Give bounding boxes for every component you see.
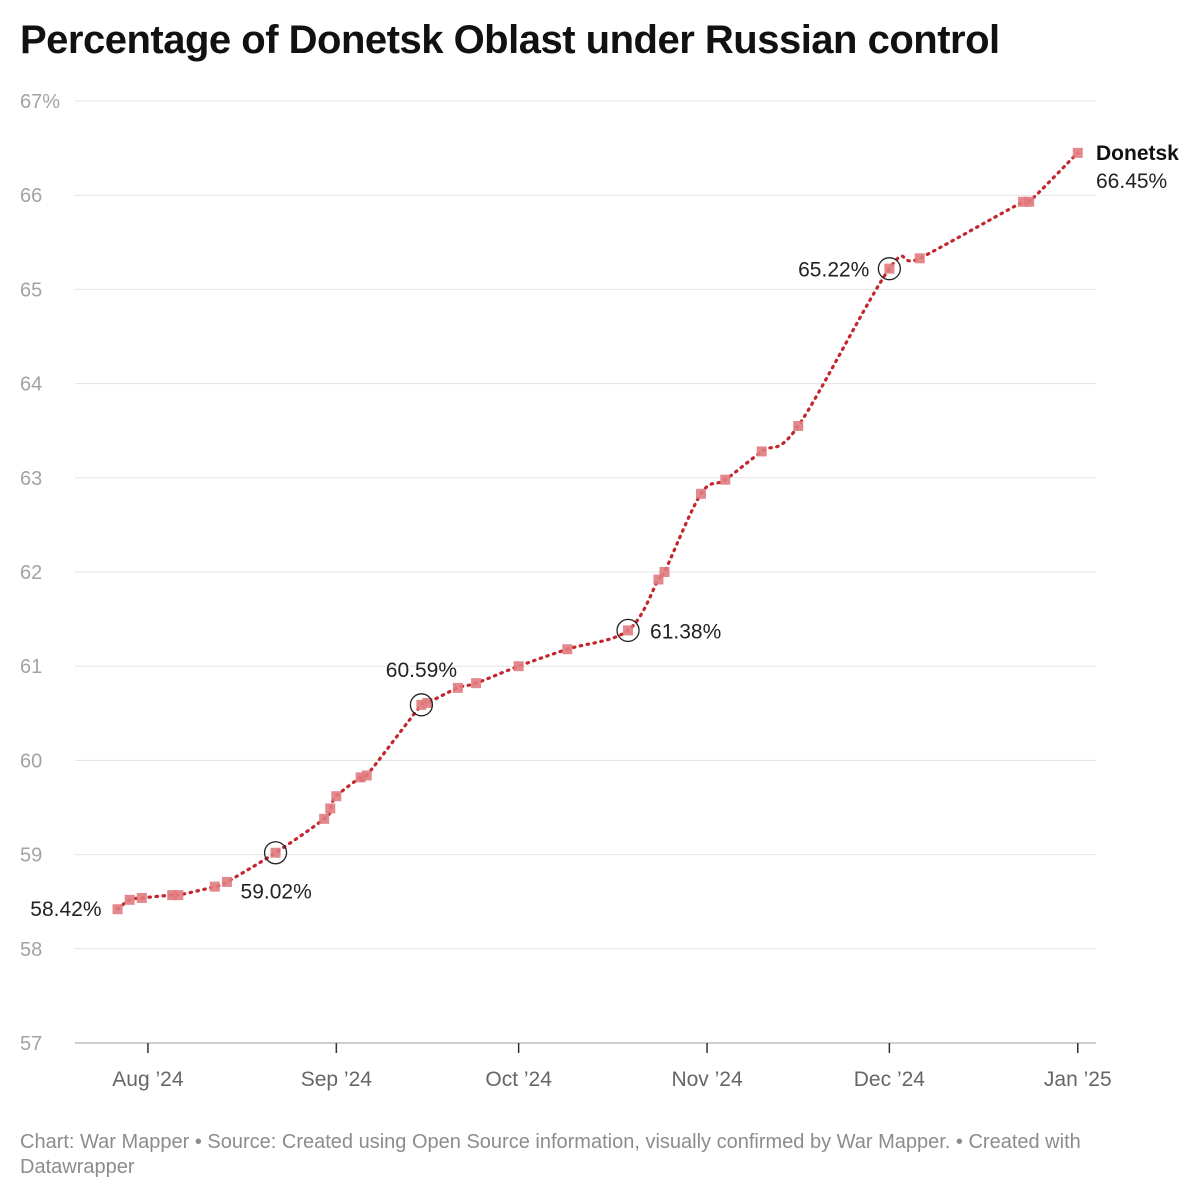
y-tick-label: 65 [20,279,42,301]
annotation-circle [409,693,434,717]
y-tick-label: 58 [20,939,42,961]
data-point [471,678,482,689]
data-point [695,488,706,499]
data-point [513,661,524,672]
annotations: 58.42% 59.02% 60.59% 61.38% 65.22% [30,257,902,921]
data-point [884,263,895,274]
data-point [167,890,178,901]
data-point [270,847,281,858]
y-axis-ticks: 57 58 59 60 61 62 63 64 65 66 67% [20,91,60,1055]
y-tick-label: 66 [20,185,42,207]
grid-lines [75,100,1096,1044]
data-point [914,253,925,264]
x-axis-ticks: Aug ’24 Sep ’24 Oct ’24 Nov ’24 Dec ’24 Jan ’… [112,1043,1112,1091]
y-tick-label: 60 [20,750,42,772]
data-point [562,644,573,655]
annotation-label: 58.42% [30,898,101,921]
y-tick-label: 67% [20,91,60,113]
data-point [720,474,731,485]
data-point [355,772,366,783]
data-point [1018,196,1029,207]
y-tick-label: 63 [20,468,42,490]
line-chart: 57 58 59 60 61 62 63 64 65 66 67% Aug ’24 Sep ’24 Oc… [20,91,1179,1091]
data-point [325,803,336,814]
data-point [112,904,123,915]
data-point [756,446,767,457]
series-label-name: Donetsk [1096,142,1179,165]
data-point [452,682,463,693]
series-label-value: 66.45% [1096,170,1167,193]
data-point [1024,196,1035,207]
y-tick-label: 61 [20,656,42,678]
annotation-circle [616,618,640,643]
y-tick-label: 57 [20,1033,42,1055]
x-tick-label: Sep ’24 [301,1068,373,1091]
annotation-label: 59.02% [241,881,312,904]
annotation-label: 60.59% [386,659,457,682]
data-point [623,625,634,636]
annotation-label: 65.22% [798,259,869,282]
chart-footer: Chart: War Mapper • Source: Created usin… [20,1131,1081,1178]
annotation-circle [877,257,902,281]
data-point [422,697,433,708]
data-point [124,894,135,905]
y-tick-label: 59 [20,845,42,867]
y-tick-label: 62 [20,562,42,584]
x-tick-label: Nov ’24 [671,1068,743,1091]
data-markers [112,147,1083,915]
series-line-donetsk [115,151,1080,911]
data-point [416,699,427,710]
chart-title: Percentage of Donetsk Oblast under Russi… [20,18,1000,62]
annotation-label: 61.38% [650,620,721,643]
data-point [331,791,342,802]
data-point [221,876,232,887]
annotation-circle [263,841,288,865]
x-tick-label: Jan ’25 [1044,1068,1112,1091]
y-tick-label: 64 [20,374,42,396]
data-point [653,574,664,585]
data-point [319,813,330,824]
x-tick-label: Oct ’24 [485,1068,552,1091]
data-point [793,420,804,431]
data-point [209,881,220,892]
data-point [361,770,372,781]
data-point [136,892,147,903]
x-tick-label: Dec ’24 [854,1068,926,1091]
data-point [659,567,670,577]
data-point [173,890,184,901]
x-tick-label: Aug ’24 [112,1068,184,1091]
data-point [1072,147,1083,158]
